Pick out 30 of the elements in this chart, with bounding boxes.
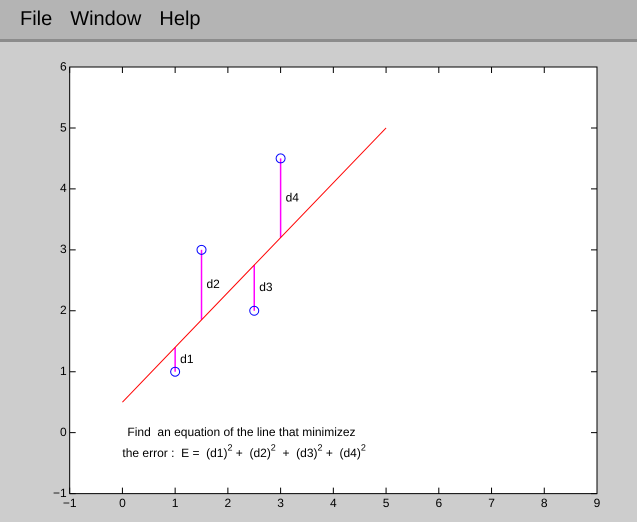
x-tick-label: 8 [540,496,548,510]
y-tick-label: 0 [60,424,67,439]
point [249,306,260,316]
x-tick-label: 5 [382,496,390,510]
x-tick-label: 2 [224,496,232,510]
y-tick-label: 6 [60,59,67,74]
annotation: d4 [286,190,300,204]
annotation: d3 [259,280,273,294]
y-tick-label: 4 [60,181,67,196]
y-tick-label: 1 [60,364,67,378]
x-tick-label: 3 [277,496,284,510]
x-tick-label: 6 [435,496,442,510]
point [276,153,286,164]
y-tick-label: 3 [60,242,67,256]
y-tick-label: −1 [52,486,67,500]
annotation: d1 [180,352,194,366]
x-tick-label: 9 [594,496,601,510]
x-tick-label: 0 [119,496,126,510]
annotation: d2 [206,277,220,292]
text: File [20,8,52,31]
point [170,366,180,377]
x-tick-label: 7 [488,496,496,510]
y-tick-label: 5 [60,120,67,134]
text: Help [159,8,201,31]
x-tick-label: 1 [172,496,179,510]
text: Window [70,8,142,31]
annotation: Find an equation of the line that minimizez [127,424,356,439]
point [196,244,207,255]
y-tick-label: 2 [60,303,67,318]
x-tick-label: 4 [330,496,337,510]
